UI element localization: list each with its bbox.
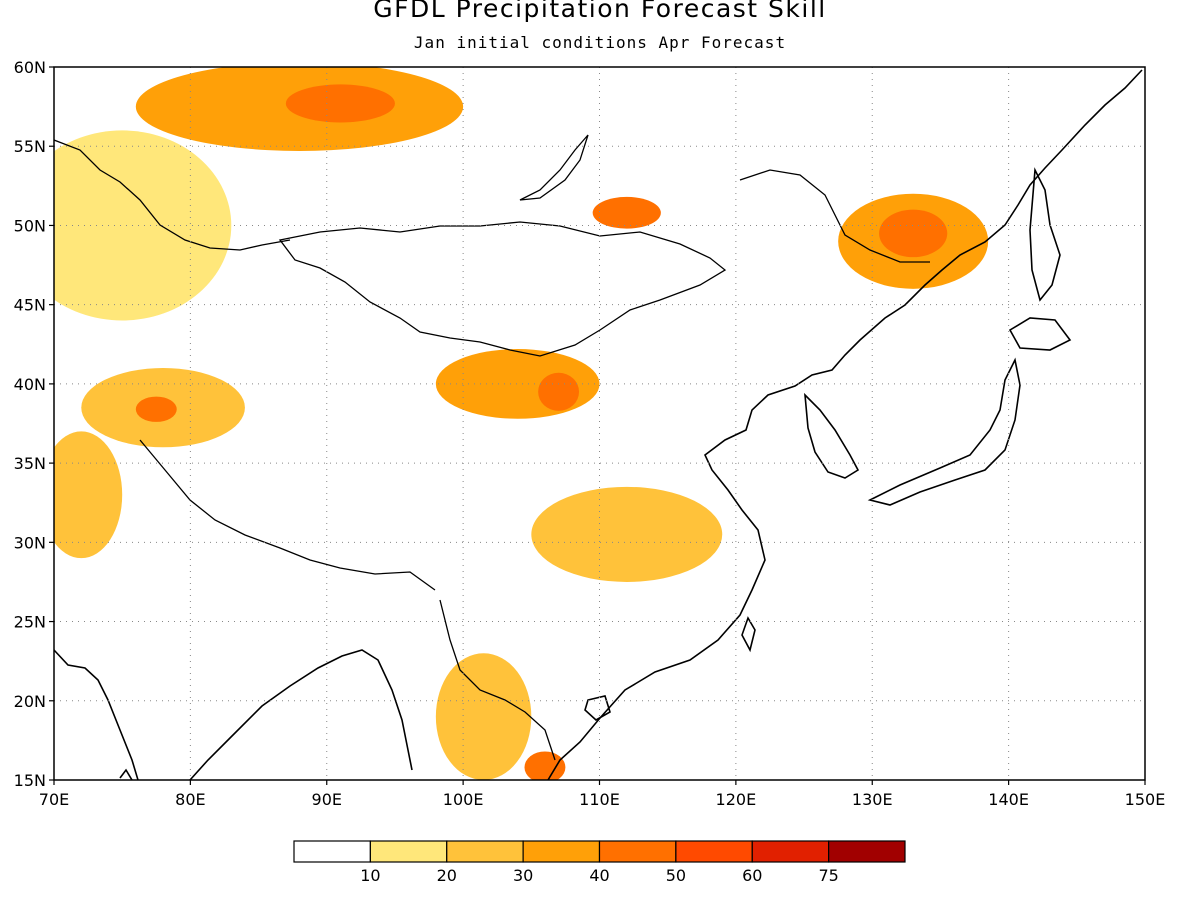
lat-tick-label: 25N — [14, 613, 46, 632]
lat-tick-label: 40N — [14, 375, 46, 394]
indochina-borders — [439, 599, 556, 761]
lake-baikal — [519, 134, 589, 201]
coastline-asia-east — [547, 69, 1143, 780]
caspian-aral-shore — [54, 139, 291, 251]
sakhalin — [1029, 167, 1061, 302]
taiwan — [741, 616, 756, 653]
lat-tick-label: 35N — [14, 454, 46, 473]
skill-region-manchuria-core — [879, 209, 948, 258]
skill-region-baikal — [592, 196, 661, 229]
lat-tick-label: 60N — [14, 58, 46, 77]
colorbar-swatch — [446, 840, 524, 863]
colorbar-swatch — [828, 840, 906, 863]
colorbar-label: 30 — [513, 866, 533, 885]
lat-tick-label: 15N — [14, 771, 46, 790]
colorbar-label: 40 — [589, 866, 609, 885]
chart-subtitle: Jan initial conditions Apr Forecast — [413, 33, 787, 52]
skill-region-west-india — [54, 431, 123, 559]
mongolia-border — [278, 221, 727, 357]
lon-tick-label: 70E — [39, 790, 69, 809]
colorbar-label: 60 — [742, 866, 762, 885]
graticule-grid — [54, 67, 1145, 780]
lon-tick-label: 100E — [443, 790, 484, 809]
colorbar-label: 10 — [360, 866, 380, 885]
colorbar-swatch — [675, 840, 753, 863]
colorbar-label: 20 — [437, 866, 457, 885]
skill-region-west-kazakh — [54, 130, 232, 321]
lon-tick-label: 90E — [312, 790, 342, 809]
colorbar: 10 20 30 40 50 60 75 — [293, 840, 906, 885]
coastline-layer — [54, 69, 1143, 780]
china-india-border — [139, 439, 436, 591]
hainan — [584, 695, 611, 721]
skill-region-tarim-core — [135, 396, 177, 422]
axis-ticks: 70E 80E 90E 100E 110E 120E 130E 140E 150E 15N 20N 2… — [14, 58, 1166, 809]
lat-tick-label: 50N — [14, 216, 46, 235]
coastline-india-west — [54, 649, 139, 780]
amur-border — [739, 169, 930, 263]
skill-region-sichuan — [531, 486, 723, 582]
lon-tick-label: 80E — [175, 790, 205, 809]
japan-honshu — [867, 357, 1021, 506]
lon-tick-label: 150E — [1125, 790, 1166, 809]
colorbar-swatch — [369, 840, 448, 863]
lon-tick-label: 120E — [716, 790, 757, 809]
korea-peninsula — [804, 392, 860, 479]
lat-tick-label: 20N — [14, 692, 46, 711]
lon-tick-label: 140E — [988, 790, 1029, 809]
colorbar-label: 75 — [818, 866, 838, 885]
skill-fill-layer — [54, 67, 989, 780]
lat-tick-label: 30N — [14, 533, 46, 552]
coastline-bay-bengal — [189, 649, 413, 780]
lon-tick-label: 130E — [852, 790, 893, 809]
sri-lanka — [119, 768, 133, 780]
lat-tick-label: 55N — [14, 137, 46, 156]
colorbar-swatch — [293, 840, 371, 863]
colorbar-swatch — [598, 840, 677, 863]
lon-tick-label: 110E — [579, 790, 620, 809]
skill-region-north-siberia-peak — [285, 84, 395, 123]
colorbar-label: 50 — [666, 866, 686, 885]
chart-title: GFDL Precipitation Forecast Skill — [373, 0, 827, 23]
skill-region-indochina — [435, 653, 532, 780]
colorbar-swatch — [522, 840, 601, 863]
lat-tick-label: 45N — [14, 296, 46, 315]
japan-hokkaido — [1008, 317, 1072, 351]
skill-region-indochina-core — [524, 751, 566, 780]
skill-region-qinghai-core — [538, 372, 580, 411]
colorbar-swatch — [751, 840, 830, 863]
